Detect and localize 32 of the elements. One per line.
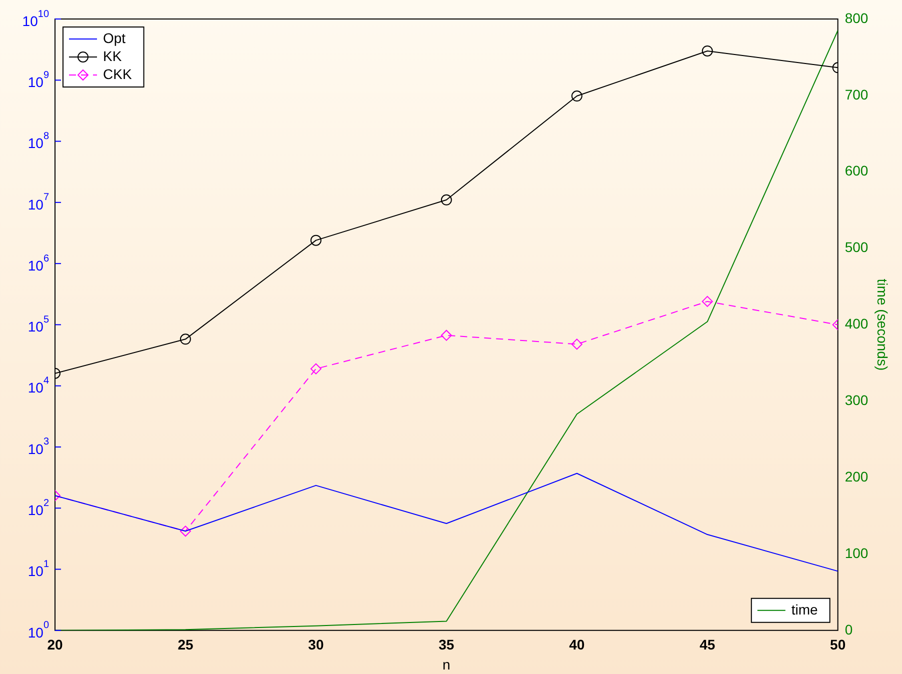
legend-label: time: [791, 601, 818, 618]
x-tick-label: 25: [178, 636, 194, 653]
legend-label: Opt: [103, 30, 126, 46]
point: [180, 526, 191, 537]
point: [702, 45, 713, 56]
y2-tick-label: 0: [844, 621, 853, 638]
y2-tick-label: 500: [844, 239, 868, 256]
y2-tick-label: 700: [844, 86, 868, 102]
point: [310, 363, 322, 374]
y2-tick-label: 200: [844, 468, 868, 484]
x-tick-label: 30: [308, 636, 324, 653]
point: [571, 338, 582, 350]
y2-tick-label: 600: [844, 162, 868, 179]
y2-axis-title: time (seconds): [874, 278, 891, 371]
legend-label: CKK: [103, 66, 132, 82]
y2-tick-label: 800: [844, 10, 868, 26]
legend-label: KK: [103, 48, 122, 64]
y2-tick-label: 400: [844, 316, 868, 332]
point: [440, 194, 452, 206]
point: [310, 234, 322, 246]
y2-tick-label: 100: [844, 544, 868, 561]
y2-tick-label: 300: [844, 392, 868, 408]
x-tick-label: 20: [47, 636, 63, 653]
x-tick-label: 50: [830, 636, 846, 653]
point: [180, 334, 191, 345]
x-tick-label: 40: [569, 636, 585, 653]
x-tick-label: 35: [438, 636, 454, 653]
x-tick-label: 45: [700, 636, 716, 653]
point: [440, 330, 452, 341]
x-axis-title: n: [442, 656, 450, 672]
point: [571, 90, 582, 102]
point: [702, 296, 713, 307]
